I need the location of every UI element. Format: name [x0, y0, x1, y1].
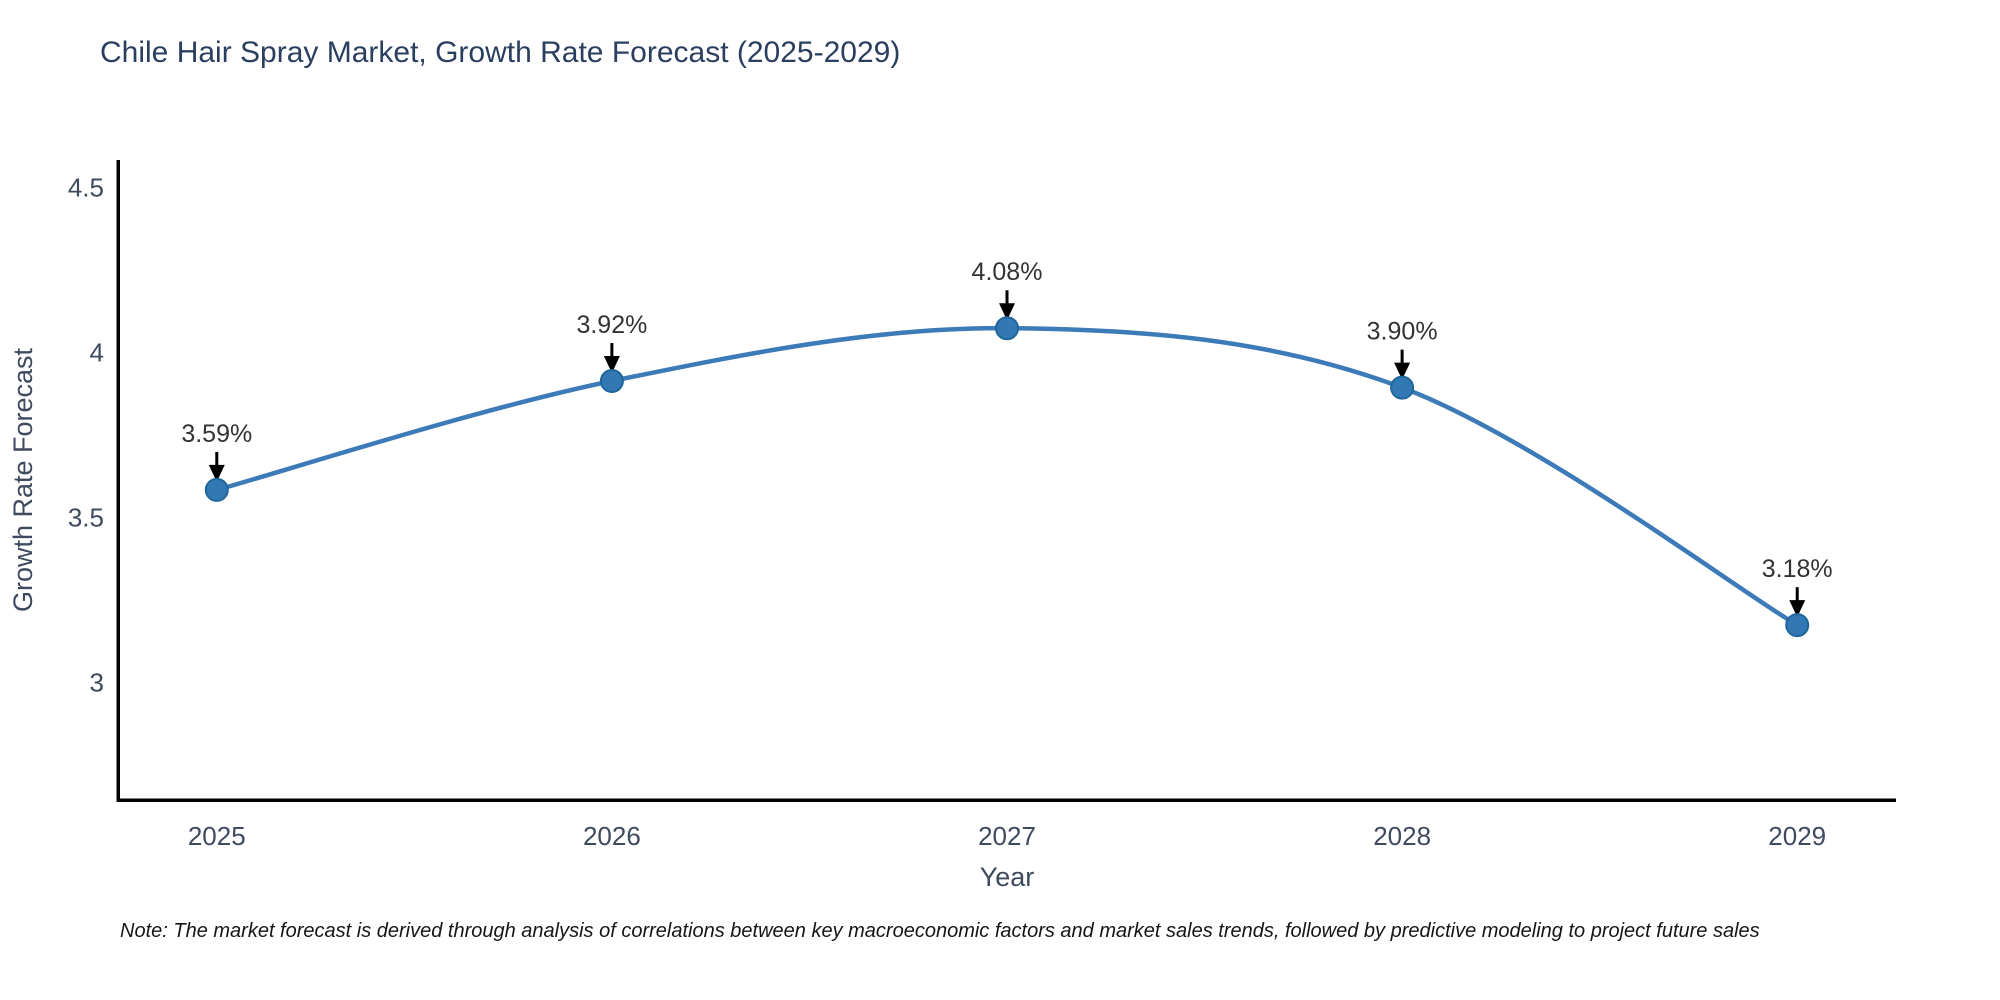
y-tick-label: 4.5 [68, 173, 104, 203]
data-point-marker [995, 316, 1019, 341]
x-tick-label: 2028 [1373, 821, 1431, 851]
x-tick-label: 2025 [188, 821, 246, 851]
data-point-marker [1390, 375, 1415, 400]
data-point-marker [1785, 613, 1810, 638]
x-tick-label: 2026 [583, 821, 641, 851]
annotation-arrowhead [603, 356, 620, 374]
annotation-label: 3.90% [1367, 318, 1438, 346]
y-tick-label: 3 [90, 667, 104, 697]
axis-lines [116, 160, 1896, 802]
chart-title: Chile Hair Spray Market, Growth Rate For… [100, 36, 901, 69]
x-axis-title: Year [980, 862, 1035, 892]
annotation-label: 3.59% [181, 420, 252, 448]
annotation-arrowhead [1789, 600, 1806, 618]
annotation-label: 4.08% [972, 258, 1043, 286]
annotation-label: 3.18% [1762, 555, 1833, 583]
y-tick-label: 3.5 [68, 502, 104, 532]
annotation-arrowhead [208, 464, 225, 482]
annotation-arrowhead [999, 303, 1015, 321]
annotation-label: 3.92% [576, 311, 647, 339]
data-point-marker [204, 477, 229, 502]
x-tick-label: 2027 [978, 821, 1036, 851]
y-tick-label: 4 [90, 338, 104, 368]
x-tick-label: 2029 [1768, 821, 1826, 851]
trend-line [214, 325, 1800, 628]
annotation-arrowhead [1394, 362, 1411, 380]
data-point-marker [599, 369, 624, 394]
footnote: Note: The market forecast is derived thr… [120, 920, 1760, 942]
y-axis-title: Growth Rate Forecast [8, 347, 38, 612]
